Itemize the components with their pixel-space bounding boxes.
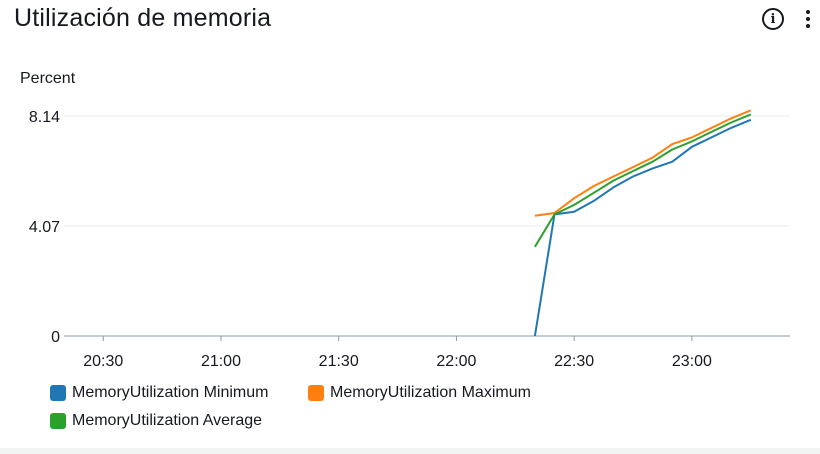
y-tick-label: 4.07	[29, 219, 60, 236]
x-tick-label: 20:30	[83, 353, 123, 370]
dot	[806, 24, 810, 28]
bottom-strip	[0, 448, 820, 454]
legend-swatch	[308, 385, 324, 401]
info-icon[interactable]: i	[762, 8, 784, 30]
y-axis-unit-label: Percent	[20, 70, 76, 87]
x-tick-label: 22:00	[436, 353, 476, 370]
x-tick-label: 22:30	[554, 353, 594, 370]
x-tick-label: 21:30	[319, 353, 359, 370]
series-line-2	[534, 109, 752, 217]
series-line-1	[533, 118, 752, 337]
legend-label: MemoryUtilization Maximum	[330, 384, 531, 401]
legend-item[interactable]: MemoryUtilization Minimum	[50, 384, 268, 402]
y-tick-label: 0	[51, 329, 60, 346]
legend-swatch	[50, 413, 66, 429]
y-tick-label: 8.14	[29, 109, 60, 126]
legend-item[interactable]: MemoryUtilization Maximum	[308, 384, 531, 402]
legend-label: MemoryUtilization Minimum	[72, 384, 269, 401]
legend-swatch	[50, 385, 66, 401]
dot	[806, 10, 810, 14]
legend-label: MemoryUtilization Average	[72, 412, 263, 429]
line-chart: 0 4.07 8.14 20:30 21:00 21:30 22:00 22:30 23:00	[29, 109, 790, 370]
series-line-3	[534, 113, 752, 248]
x-tick-label: 23:00	[672, 353, 712, 370]
widget-title: Utilización de memoria	[14, 4, 272, 32]
x-tick-label: 21:00	[201, 353, 241, 370]
legend-item[interactable]: MemoryUtilization Average	[50, 412, 262, 430]
dot	[806, 17, 810, 21]
more-options-icon[interactable]	[800, 8, 816, 30]
